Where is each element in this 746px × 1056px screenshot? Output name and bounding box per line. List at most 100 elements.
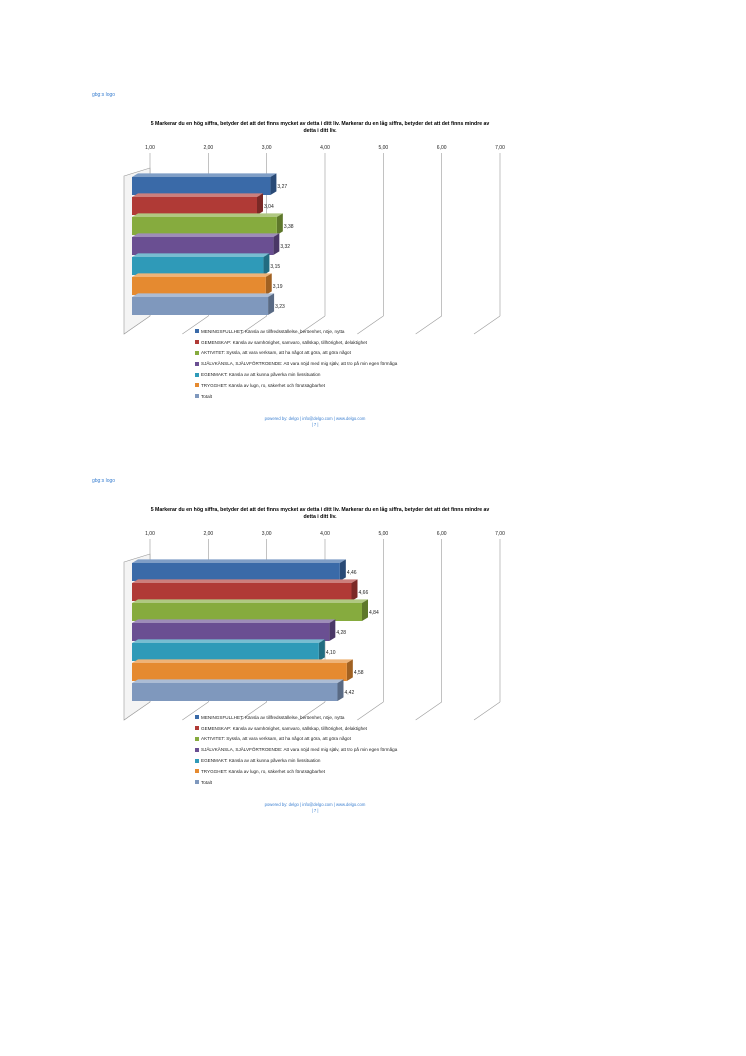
legend-swatch xyxy=(195,372,199,377)
footer-1-line1: powered by: delgo | info@delgo.com | www… xyxy=(264,416,366,421)
data-label: 4,58 xyxy=(354,670,364,676)
footer-2-line2: | 7 | xyxy=(311,808,319,813)
bar xyxy=(132,623,330,641)
gridline-floor xyxy=(298,701,326,721)
legend-item: AKTIVITET: Syssla, att vara verksam, att… xyxy=(195,348,397,359)
legend-swatch xyxy=(195,361,199,366)
bar-side xyxy=(329,619,336,641)
bar-side xyxy=(257,193,263,215)
legend-swatch xyxy=(195,769,199,774)
bar-top xyxy=(132,273,272,277)
legend-label: EGENMAKT: Känsla av att kunna påverka mi… xyxy=(201,758,321,764)
legend-item: EGENMAKT: Känsla av att kunna påverka mi… xyxy=(195,369,397,380)
legend-item: TRYGGHET: Känsla av lugn, ro, säkerhet o… xyxy=(195,766,397,777)
legend-swatch xyxy=(195,329,199,334)
gridline-floor xyxy=(182,315,209,335)
bar-top xyxy=(132,253,270,257)
bar xyxy=(132,563,340,581)
bar xyxy=(132,643,319,661)
legend-label: GEMENSKAP: Känsla av samhörighet, samvar… xyxy=(201,339,367,345)
gridline-floor xyxy=(415,315,442,335)
legend-label: AKTIVITET: Syssla, att vara verksam, att… xyxy=(201,350,351,356)
bar xyxy=(132,603,362,621)
bar xyxy=(132,177,271,195)
bar-top xyxy=(132,173,277,177)
legend-swatch xyxy=(195,758,199,763)
legend-swatch xyxy=(195,736,199,741)
gridline-floor xyxy=(298,315,326,335)
chart-1: 1,00 2,00 3,00 4,00 5,00 6,00 7,00 3,27 3,04 3,38… xyxy=(123,145,505,335)
bar-side xyxy=(268,293,275,315)
footer-1: powered by: delgo | info@delgo.com | www… xyxy=(200,416,430,428)
legend-item: AKTIVITET: Syssla, att vara verksam, att… xyxy=(195,734,397,745)
data-label: 3,15 xyxy=(270,264,280,270)
tick-label: 6,00 xyxy=(437,531,447,537)
legend-swatch xyxy=(195,394,199,399)
bar-top xyxy=(132,639,325,643)
bar-top xyxy=(132,599,368,603)
legend-item: TRYGGHET: Känsla av lugn, ro, säkerhet o… xyxy=(195,380,397,391)
tick-label: 2,00 xyxy=(203,145,213,151)
bar xyxy=(132,683,338,701)
legend-item: SJÄLVKÄNSLA, SJÄLVFÖRTROENDE: Att vara n… xyxy=(195,358,397,369)
bar-side xyxy=(346,659,353,681)
legend-item: GEMENSKAP: Känsla av samhörighet, samvar… xyxy=(195,723,397,734)
data-label: 3,19 xyxy=(273,284,283,290)
tick-label: 5,00 xyxy=(378,531,388,537)
legend-item: Totalt xyxy=(195,391,397,402)
legend-item: GEMENSKAP: Känsla av samhörighet, samvar… xyxy=(195,337,397,348)
bar-top xyxy=(132,579,358,583)
legend-label: MENINGSFULLHET: Känsla av tillfredsställ… xyxy=(201,328,345,334)
tick-label: 4,00 xyxy=(320,531,330,537)
data-label: 4,84 xyxy=(369,610,379,616)
data-label: 4,46 xyxy=(347,570,357,576)
gridline-floor xyxy=(473,315,501,335)
tick-label: 3,00 xyxy=(262,145,272,151)
legend-label: TRYGGHET: Känsla av lugn, ro, säkerhet o… xyxy=(201,382,326,388)
tick-label: 3,00 xyxy=(262,531,272,537)
bar xyxy=(132,663,347,681)
legend-swatch xyxy=(195,340,199,345)
bar-top xyxy=(132,193,263,197)
bar-side xyxy=(337,679,344,701)
data-label: 4,10 xyxy=(326,650,336,656)
bar-top xyxy=(132,293,275,297)
bar xyxy=(132,583,352,601)
legend-swatch xyxy=(195,780,199,785)
bar-top xyxy=(132,659,353,663)
bar-side xyxy=(263,253,270,275)
legend-label: SJÄLVKÄNSLA, SJÄLVFÖRTROENDE: Att vara n… xyxy=(201,747,398,753)
legend-label: Totalt xyxy=(201,393,212,399)
gridline-floor xyxy=(473,701,501,721)
footer-2-line1: powered by: delgo | info@delgo.com | www… xyxy=(264,802,366,807)
logo-1: gbg:s logo xyxy=(92,92,116,98)
bar xyxy=(132,257,264,275)
gridline-floor xyxy=(357,701,384,721)
bar xyxy=(132,277,266,295)
chart-2-title: 5 Markerar du en hög siffra, betyder det… xyxy=(150,507,490,520)
legend-item: MENINGSFULLHET: Känsla av tillfredsställ… xyxy=(195,712,397,723)
bar-top xyxy=(132,233,280,237)
footer-2: powered by: delgo | info@delgo.com | www… xyxy=(200,802,430,814)
tick-label: 4,00 xyxy=(320,145,330,151)
legend-label: GEMENSKAP: Känsla av samhörighet, samvar… xyxy=(201,725,367,731)
bar-top xyxy=(132,559,346,563)
legend-label: MENINGSFULLHET: Känsla av tillfredsställ… xyxy=(201,714,345,720)
tick-label: 1,00 xyxy=(145,145,155,151)
bar-side xyxy=(339,559,346,581)
data-label: 4,42 xyxy=(345,690,355,696)
legend-swatch xyxy=(195,747,199,752)
bar-side xyxy=(276,213,283,235)
bar-side xyxy=(318,639,325,661)
chart-1-legend: MENINGSFULLHET: Känsla av tillfredsställ… xyxy=(195,326,397,402)
bar-side xyxy=(362,599,368,621)
data-label: 3,04 xyxy=(264,204,274,210)
bar-side xyxy=(351,579,358,601)
data-label: 3,38 xyxy=(284,224,294,230)
bar-top xyxy=(132,213,283,217)
gridline-floor xyxy=(240,701,267,721)
tick-label: 5,00 xyxy=(378,145,388,151)
data-label: 4,66 xyxy=(359,590,369,596)
footer-1-line2: | 7 | xyxy=(311,422,319,427)
legend-item: SJÄLVKÄNSLA, SJÄLVFÖRTROENDE: Att vara n… xyxy=(195,744,397,755)
